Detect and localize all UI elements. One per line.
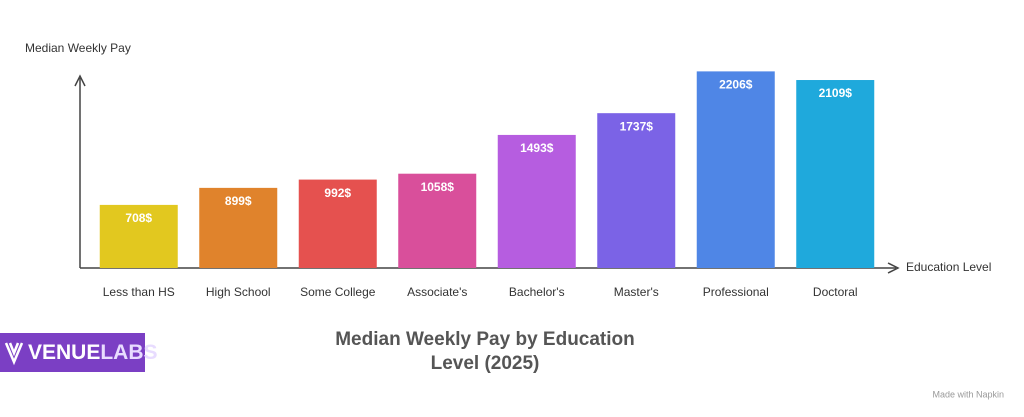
x-tick-label: Associate's [407,285,467,299]
x-tick-label: Some College [300,285,376,299]
bar [696,71,775,268]
bar [298,179,377,268]
value-label: 899$ [225,194,252,208]
chart-title: Median Weekly Pay by Education Level (20… [335,329,635,374]
x-tick-label: Professional [703,285,769,299]
brand-text: VENUELABS [28,341,158,364]
x-tick-label: Bachelor's [509,285,565,299]
value-label: 1058$ [421,180,455,194]
y-axis-arrow [74,74,86,87]
brand-icon [4,342,24,366]
bar [796,80,875,268]
bar [597,113,676,268]
bar [497,134,576,268]
x-tick-label: High School [206,285,271,299]
brand-part: VENUE [28,341,100,364]
bar [199,187,278,268]
brand-part: LABS [100,341,157,364]
x-axis-arrow [887,262,900,274]
y-axis-label: Median Weekly Pay [25,41,131,55]
value-label: 2109$ [819,86,853,100]
brand-logo [0,333,145,372]
x-tick-label: Less than HS [103,285,175,299]
bar [398,173,477,268]
value-label: 1493$ [520,141,554,155]
x-axis-label: Education Level [906,260,991,274]
bar [99,204,178,268]
value-label: 2206$ [719,78,753,92]
x-tick-label: Master's [614,285,659,299]
footer: Made with Napkin [932,389,1004,399]
value-label: 992$ [324,186,351,200]
value-label: 708$ [125,211,152,225]
x-tick-label: Doctoral [813,285,858,299]
value-label: 1737$ [620,119,654,133]
